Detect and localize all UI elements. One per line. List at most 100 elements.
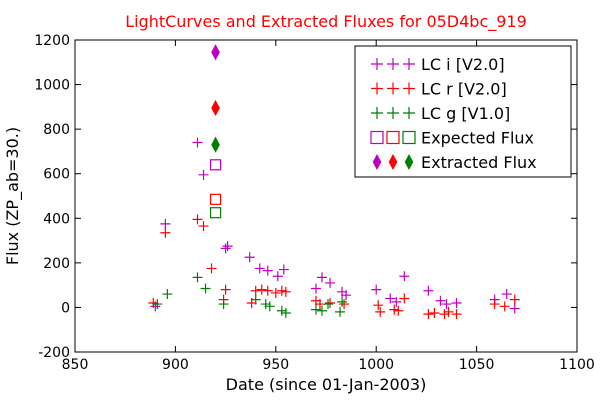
x-tick-label: 1000: [358, 357, 394, 373]
y-axis-label: Flux (ZP_ab=30.): [3, 127, 23, 265]
data-point: [509, 294, 520, 305]
chart-title: LightCurves and Extracted Fluxes for 05D…: [125, 12, 527, 32]
data-point: [316, 272, 327, 283]
legend-marker: [404, 153, 414, 171]
legend-label: LC i [V2.0]: [421, 55, 505, 74]
data-point: [276, 305, 287, 316]
data-point: [375, 306, 386, 317]
data-point: [264, 301, 275, 312]
data-point: [262, 285, 273, 296]
data-point: [399, 271, 410, 282]
y-tick-label: 600: [43, 167, 70, 183]
data-point: [499, 301, 510, 312]
data-point: [339, 299, 350, 310]
data-point: [371, 284, 382, 295]
expected-flux-marker: [209, 159, 222, 171]
data-point: [323, 299, 334, 310]
data-point: [276, 285, 287, 296]
data-point: [501, 289, 512, 300]
data-point: [429, 308, 440, 318]
data-point: [310, 283, 321, 294]
data-point: [262, 265, 273, 276]
data-point: [148, 297, 159, 308]
plot-frame: [74, 39, 578, 353]
legend-marker: [372, 153, 382, 171]
x-tick-label: 900: [162, 357, 189, 373]
data-point: [270, 287, 281, 298]
data-point: [198, 221, 209, 232]
legend-marker: [388, 153, 398, 171]
extracted-flux-marker: [211, 99, 220, 117]
y-tick-label: 1200: [34, 33, 70, 49]
data-point: [393, 305, 404, 316]
y-tick-label: 800: [43, 122, 70, 138]
legend-marker: [371, 58, 383, 70]
data-point: [250, 294, 261, 305]
extracted-flux-marker: [211, 44, 220, 61]
legend-marker: [403, 107, 415, 119]
y-tick-label: 200: [43, 256, 70, 272]
data-point: [325, 297, 336, 308]
data-point: [316, 305, 327, 316]
data-point: [423, 285, 434, 296]
y-tick-label: 0: [61, 300, 70, 316]
data-point: [244, 252, 255, 263]
data-point: [337, 296, 348, 307]
data-point: [200, 283, 211, 294]
legend-box: [354, 45, 572, 178]
y-tick-label: 1000: [34, 78, 70, 94]
x-tick-label: 1050: [459, 357, 495, 373]
data-point: [443, 306, 454, 317]
legend: LC i [V2.0] LC r [V2.0] LC g [V1.0] Expecte…: [354, 45, 572, 178]
data-point: [256, 284, 267, 295]
data-point: [439, 309, 450, 320]
x-tick-label: 1100: [559, 357, 595, 373]
expected-flux-marker: [209, 207, 222, 219]
legend-marker: [386, 130, 400, 145]
legend-marker: [403, 82, 415, 95]
data-point: [391, 296, 402, 307]
data-point: [335, 306, 346, 317]
data-point: [489, 299, 500, 310]
data-point: [435, 295, 446, 306]
data-point: [325, 277, 336, 288]
y-tick-label: -200: [38, 345, 70, 361]
data-point: [260, 299, 271, 310]
x-tick-label: 950: [262, 357, 289, 373]
data-point: [280, 286, 291, 297]
legend-label: LC r [V2.0]: [421, 80, 507, 99]
legend-marker: [387, 82, 399, 95]
data-point: [278, 264, 289, 275]
extracted-flux-marker: [211, 136, 220, 153]
legend-marker: [370, 130, 384, 145]
data-point: [451, 297, 462, 308]
data-point: [222, 241, 233, 252]
data-point: [373, 300, 384, 311]
data-point: [160, 227, 171, 238]
expected-flux-marker: [209, 193, 222, 205]
data-point: [451, 309, 462, 320]
data-point: [206, 263, 217, 274]
data-point: [192, 137, 203, 148]
x-axis-label: Date (since 01-Jan-2003): [226, 375, 427, 394]
axis-ticks: 850 900 950 1000 1050 1100 -200 0 200 400 600 800 10…: [34, 33, 594, 373]
data-point: [385, 293, 396, 304]
y-tick-label: 400: [43, 211, 70, 227]
data-markers: [148, 44, 520, 320]
data-point: [254, 263, 265, 274]
legend-marker: [371, 82, 383, 95]
data-point: [423, 309, 434, 320]
legend-marker: [402, 130, 416, 145]
x-tick-label: 850: [62, 357, 89, 373]
data-point: [220, 243, 231, 254]
data-point: [152, 299, 163, 310]
data-point: [310, 304, 321, 315]
data-point: [441, 299, 452, 310]
legend-marker: [387, 107, 399, 119]
data-point: [192, 272, 203, 283]
data-point: [509, 303, 520, 314]
data-point: [272, 271, 283, 282]
data-point: [389, 304, 400, 315]
data-point: [280, 308, 291, 318]
